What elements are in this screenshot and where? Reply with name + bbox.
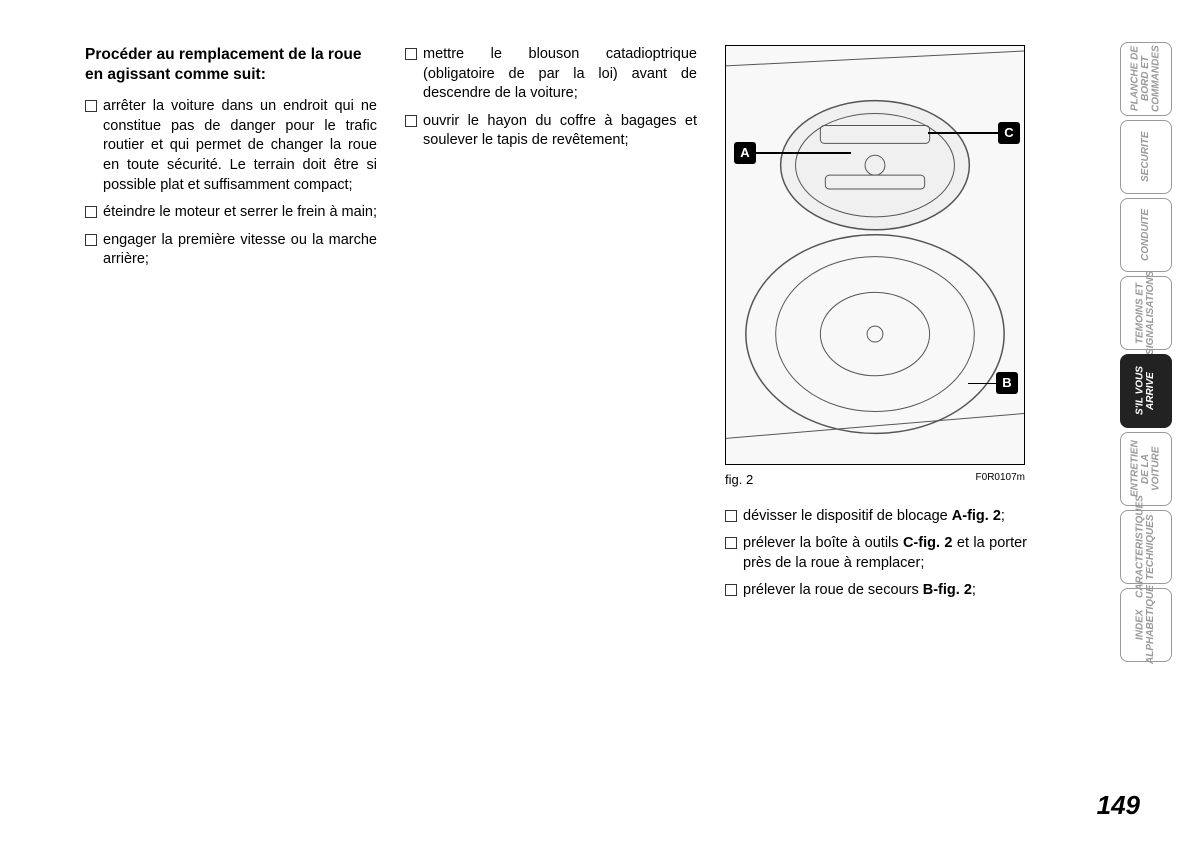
bullet-text: mettre le blouson catadioptrique (obliga… [423, 45, 697, 104]
figure-code: F0R0107m [976, 471, 1025, 489]
callout-label-a: A [734, 142, 756, 164]
section-title: Procéder au remplacement de la roue en a… [85, 45, 377, 85]
wheel-diagram-icon [726, 46, 1024, 463]
bullet-text: engager la première vitesse ou la marche… [103, 231, 377, 270]
page-number: 149 [1097, 790, 1140, 821]
list-item: éteindre le moteur et serrer le frein à … [85, 203, 377, 223]
bullet-icon [725, 510, 737, 522]
leader-line [968, 383, 996, 385]
bullet-text: arrêter la voiture dans un endroit qui n… [103, 97, 377, 195]
tab-planche[interactable]: PLANCHE DE BORD ET COMMANDES [1120, 42, 1172, 116]
list-item: prélever la roue de secours B-fig. 2; [725, 581, 1027, 601]
bullet-icon [405, 48, 417, 60]
bullet-icon [85, 234, 97, 246]
tab-index[interactable]: INDEX ALPHABETIQUE [1120, 588, 1172, 662]
bullet-icon [725, 537, 737, 549]
tab-temoins[interactable]: TEMOINS ET SIGNALISATIONS [1120, 276, 1172, 350]
bullet-text: ouvrir le hayon du coffre à bagages et s… [423, 112, 697, 151]
list-item: engager la première vitesse ou la marche… [85, 231, 377, 270]
bullet-icon [85, 100, 97, 112]
figure-number: fig. 2 [725, 471, 753, 489]
tab-conduite[interactable]: CONDUITE [1120, 198, 1172, 272]
tab-securite[interactable]: SECURITE [1120, 120, 1172, 194]
leader-line [928, 132, 998, 134]
figure-illustration: A C B [725, 45, 1025, 465]
callout-label-b: B [996, 372, 1018, 394]
list-item: dévisser le dispositif de blocage A-fig.… [725, 507, 1027, 527]
list-item: arrêter la voiture dans un endroit qui n… [85, 97, 377, 195]
bullet-text: prélever la boîte à outils C-fig. 2 et l… [743, 534, 1027, 573]
bullet-text: prélever la roue de secours B-fig. 2; [743, 581, 1027, 601]
side-tabs: PLANCHE DE BORD ET COMMANDES SECURITE CO… [1120, 42, 1172, 662]
column-2: mettre le blouson catadioptrique (obliga… [405, 45, 725, 609]
column-3: A C B fig. 2 F0R0107m dévisser le dispos… [725, 45, 1055, 609]
leader-line [756, 152, 851, 154]
figure-caption-row: fig. 2 F0R0107m [725, 471, 1025, 489]
tab-sil-vous-arrive[interactable]: S'IL VOUS ARRIVE [1120, 354, 1172, 428]
bullet-text: éteindre le moteur et serrer le frein à … [103, 203, 377, 223]
tab-caracteristiques[interactable]: CARACTERISTIQUES TECHNIQUES [1120, 510, 1172, 584]
list-item: mettre le blouson catadioptrique (obliga… [405, 45, 697, 104]
bullet-icon [85, 206, 97, 218]
bullet-text: dévisser le dispositif de blocage A-fig.… [743, 507, 1027, 527]
list-item: prélever la boîte à outils C-fig. 2 et l… [725, 534, 1027, 573]
bullet-icon [725, 584, 737, 596]
page-content: Procéder au remplacement de la roue en a… [0, 0, 1200, 609]
column-1: Procéder au remplacement de la roue en a… [85, 45, 405, 609]
callout-label-c: C [998, 122, 1020, 144]
bullet-icon [405, 115, 417, 127]
list-item: ouvrir le hayon du coffre à bagages et s… [405, 112, 697, 151]
